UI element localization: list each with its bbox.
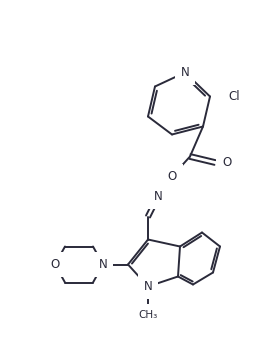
Text: CH₃: CH₃ <box>138 310 158 320</box>
Text: N: N <box>154 190 162 203</box>
Text: O: O <box>222 156 231 169</box>
Text: O: O <box>50 258 60 271</box>
Text: N: N <box>181 66 189 79</box>
Text: N: N <box>144 280 152 293</box>
Text: N: N <box>99 258 107 271</box>
Text: Cl: Cl <box>228 90 240 103</box>
Text: O: O <box>167 170 177 183</box>
